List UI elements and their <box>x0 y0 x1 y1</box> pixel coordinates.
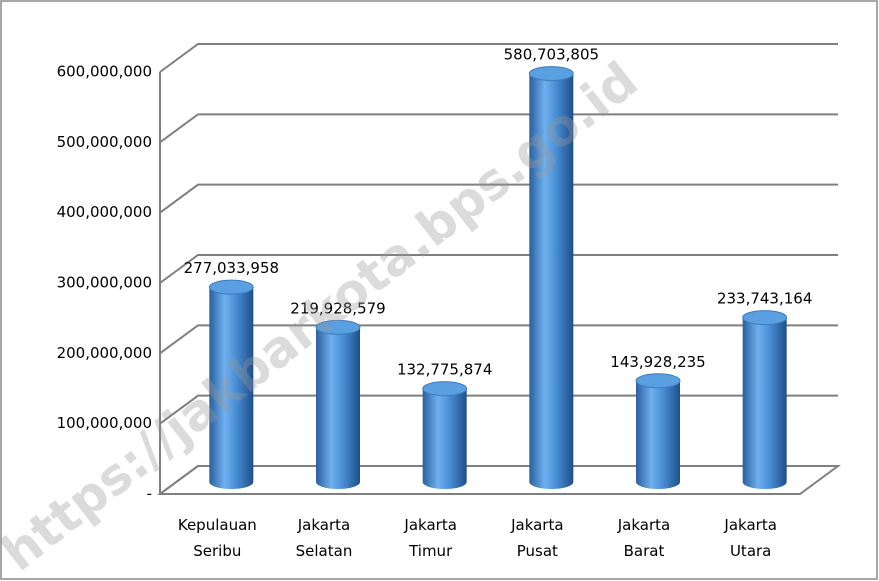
x-tick-label: Selatan <box>296 542 353 560</box>
y-tick-label: 400,000,000 <box>57 203 152 221</box>
grid-line <box>159 394 838 425</box>
value-label: 580,703,805 <box>504 46 599 64</box>
plot-area: - 100,000,000 200,000,000 300,000,000 400,00… <box>57 43 842 560</box>
bar <box>742 317 787 490</box>
bar-top <box>208 279 254 295</box>
bar <box>316 327 360 489</box>
bar <box>209 287 254 490</box>
value-label: 132,775,874 <box>397 361 492 379</box>
x-tick-label: Pusat <box>517 542 558 560</box>
y-tick-label: 300,000,000 <box>57 274 152 292</box>
bar-top <box>635 373 681 389</box>
x-tick-label: Seribu <box>193 542 241 560</box>
bar-top <box>315 319 361 335</box>
x-tick-label: Timur <box>408 542 453 560</box>
bar-top <box>742 310 788 326</box>
x-tick-label: Jakarta <box>723 516 776 534</box>
y-tick-label: 200,000,000 <box>57 344 152 362</box>
bar-top <box>528 66 574 82</box>
value-label: 219,928,579 <box>290 299 385 317</box>
grid-line <box>159 113 838 144</box>
x-tick-label: Jakarta <box>617 516 670 534</box>
y-tick-label: - <box>147 485 152 503</box>
x-tick-label: Jakarta <box>297 516 350 534</box>
x-tick-label: Utara <box>730 542 771 560</box>
value-label: 277,033,958 <box>184 259 279 277</box>
grid-line <box>159 465 838 495</box>
bar-top <box>422 381 468 397</box>
y-tick-label: 100,000,000 <box>57 414 152 432</box>
value-label: 233,743,164 <box>717 290 812 308</box>
x-tick-label: Jakarta <box>403 516 456 534</box>
x-tick-label: Kepulauan <box>178 516 257 534</box>
grid-line <box>159 254 838 284</box>
bar <box>636 380 680 489</box>
grid-line <box>159 43 838 73</box>
x-tick-label: Jakarta <box>510 516 563 534</box>
y-tick-label: 500,000,000 <box>57 133 152 151</box>
x-tick-label: Barat <box>624 542 665 560</box>
grid-line <box>159 324 838 355</box>
grid-line <box>159 183 838 214</box>
bar <box>529 73 574 490</box>
bar <box>422 388 467 490</box>
y-tick-label: 600,000,000 <box>57 63 152 81</box>
value-label: 143,928,235 <box>610 353 705 371</box>
